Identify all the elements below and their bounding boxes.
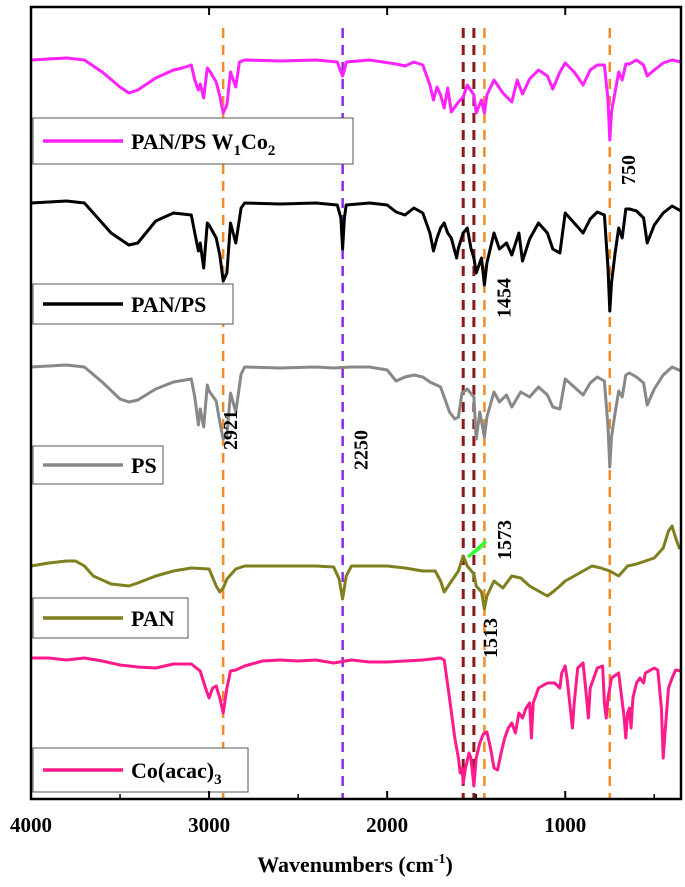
x-tick-label-1000: 1000 <box>544 813 586 837</box>
peak-label-750: 750 <box>618 155 640 185</box>
legend-item-2: PS <box>32 445 164 485</box>
peak-label-1573: 1573 <box>494 520 516 560</box>
series-line-co-acac- <box>31 656 682 788</box>
peak-marker <box>467 539 488 559</box>
legend-item-3: PAN <box>32 597 189 639</box>
plot-frame <box>29 5 683 801</box>
peak-label-2921: 2921 <box>220 410 242 450</box>
x-axis-title: Wavenumbers (cm-1) <box>257 852 453 877</box>
series-line-pan <box>30 524 683 611</box>
legend-item-0: PAN/PS W1Co2 <box>32 117 354 165</box>
spectrum-curves <box>30 56 683 788</box>
legend-label: Co(acac)3 <box>131 758 222 788</box>
peak-label-2250: 2250 <box>351 430 373 470</box>
green-arrow-icon <box>467 539 488 559</box>
series-line-pan-ps <box>30 199 682 313</box>
peak-label-1454: 1454 <box>493 278 515 318</box>
series-line-pan-ps-w <box>30 56 682 142</box>
legend-item-4: Co(acac)3 <box>32 747 249 793</box>
legend-label: PAN <box>131 606 175 631</box>
legend-item-1: PAN/PS <box>32 283 234 325</box>
legend: PAN/PS W1Co2 PAN/PS PS PAN Co(acac)3 <box>32 117 354 793</box>
peak-label-1513: 1513 <box>480 618 502 658</box>
legend-label: PS <box>131 453 157 478</box>
x-tick-label-2000: 2000 <box>366 813 408 837</box>
legend-label: PAN/PS <box>131 292 206 317</box>
peak-labels: 2921 2250 1573 1513 1454 750 <box>220 155 640 658</box>
x-tick-label-3000: 3000 <box>188 813 230 837</box>
legend-label: PAN/PS W1Co2 <box>131 129 275 159</box>
legend-box <box>32 283 234 325</box>
x-axis-ticks: 4000 3000 2000 1000 <box>10 7 656 837</box>
x-tick-label-4000: 4000 <box>10 813 52 837</box>
series-line-ps <box>30 363 682 469</box>
